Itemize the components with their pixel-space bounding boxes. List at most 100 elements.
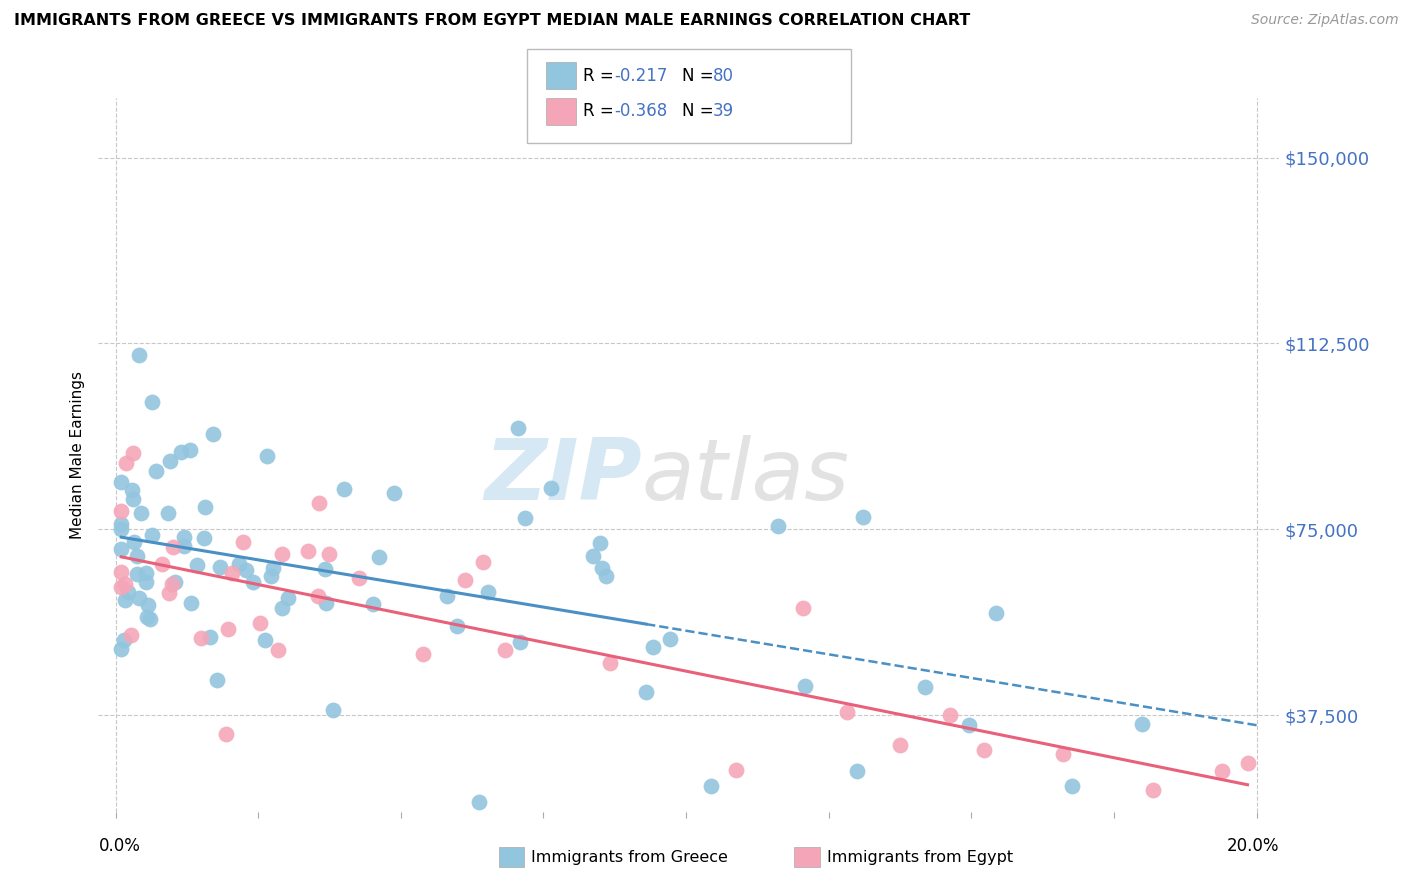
Text: Source: ZipAtlas.com: Source: ZipAtlas.com bbox=[1251, 13, 1399, 28]
Point bbox=[659, 632, 682, 647]
Point bbox=[162, 540, 184, 554]
Point bbox=[271, 601, 294, 615]
Point bbox=[582, 549, 605, 564]
Point bbox=[506, 421, 529, 435]
Text: ZIP: ZIP bbox=[484, 434, 641, 518]
Point bbox=[180, 596, 202, 610]
Point bbox=[845, 764, 868, 778]
Point bbox=[446, 619, 468, 633]
Y-axis label: Median Male Earnings: Median Male Earnings bbox=[70, 371, 86, 539]
Point bbox=[110, 504, 132, 518]
Point bbox=[139, 612, 162, 626]
Point bbox=[110, 542, 132, 557]
Point bbox=[193, 531, 215, 545]
Point bbox=[599, 657, 621, 671]
Point bbox=[110, 522, 132, 536]
Point bbox=[235, 563, 257, 577]
Point bbox=[242, 574, 264, 589]
Point bbox=[384, 486, 406, 500]
Point bbox=[114, 577, 136, 591]
Point bbox=[117, 584, 139, 599]
Point bbox=[165, 574, 187, 589]
Point bbox=[914, 680, 936, 694]
Point bbox=[122, 491, 145, 506]
Text: 80: 80 bbox=[713, 67, 734, 85]
Text: R =: R = bbox=[583, 103, 620, 120]
Point bbox=[1211, 764, 1233, 779]
Point bbox=[228, 557, 250, 571]
Point bbox=[1052, 747, 1074, 762]
Point bbox=[201, 426, 224, 441]
Text: atlas: atlas bbox=[641, 434, 849, 518]
Point bbox=[641, 640, 664, 655]
Text: N =: N = bbox=[682, 67, 718, 85]
Point bbox=[595, 568, 617, 582]
Point bbox=[889, 738, 911, 752]
Point bbox=[110, 642, 132, 657]
Point bbox=[513, 511, 536, 525]
Point bbox=[436, 589, 458, 603]
Text: -0.217: -0.217 bbox=[614, 67, 668, 85]
Point bbox=[766, 518, 789, 533]
Point bbox=[141, 395, 163, 409]
Point bbox=[173, 539, 195, 553]
Point bbox=[209, 560, 232, 574]
Point bbox=[159, 454, 181, 468]
Point bbox=[253, 632, 276, 647]
Point bbox=[110, 516, 132, 531]
Point bbox=[135, 575, 157, 590]
Point bbox=[361, 598, 384, 612]
Point bbox=[150, 557, 173, 571]
Point bbox=[125, 566, 148, 581]
Point bbox=[128, 348, 150, 362]
Point bbox=[471, 555, 494, 569]
Point bbox=[138, 598, 160, 612]
Point bbox=[318, 547, 340, 561]
Point bbox=[308, 495, 330, 509]
Text: Immigrants from Greece: Immigrants from Greece bbox=[531, 850, 728, 864]
Point bbox=[136, 610, 159, 624]
Point bbox=[322, 703, 344, 717]
Point bbox=[973, 743, 995, 757]
Point bbox=[121, 483, 143, 497]
Point bbox=[725, 763, 748, 777]
Point bbox=[217, 622, 239, 636]
Point bbox=[190, 631, 212, 645]
Point bbox=[1236, 756, 1258, 770]
Point bbox=[835, 706, 858, 720]
Point bbox=[135, 566, 157, 581]
Point bbox=[110, 475, 132, 490]
Point bbox=[169, 445, 191, 459]
Point bbox=[277, 591, 299, 605]
Point bbox=[121, 446, 143, 460]
Point bbox=[636, 685, 658, 699]
Point bbox=[984, 606, 1007, 620]
Point bbox=[297, 544, 319, 558]
Point bbox=[249, 616, 271, 631]
Point bbox=[957, 718, 980, 732]
Point bbox=[939, 708, 962, 723]
Point bbox=[314, 562, 336, 576]
Point bbox=[145, 465, 167, 479]
Point bbox=[125, 549, 148, 563]
Point bbox=[173, 530, 195, 544]
Point bbox=[122, 535, 145, 549]
Point bbox=[198, 630, 221, 644]
Point bbox=[333, 482, 356, 496]
Text: R =: R = bbox=[583, 67, 620, 85]
Point bbox=[120, 628, 142, 642]
Text: 39: 39 bbox=[713, 103, 734, 120]
Point bbox=[412, 647, 434, 661]
Text: 20.0%: 20.0% bbox=[1227, 837, 1279, 855]
Point bbox=[589, 536, 612, 550]
Point bbox=[179, 442, 201, 457]
Point bbox=[128, 591, 150, 605]
Point bbox=[793, 679, 815, 693]
Point bbox=[591, 561, 613, 575]
Point bbox=[347, 571, 370, 585]
Point bbox=[141, 528, 163, 542]
Point bbox=[114, 593, 136, 607]
Text: N =: N = bbox=[682, 103, 718, 120]
Point bbox=[262, 560, 284, 574]
Point bbox=[1060, 779, 1083, 793]
